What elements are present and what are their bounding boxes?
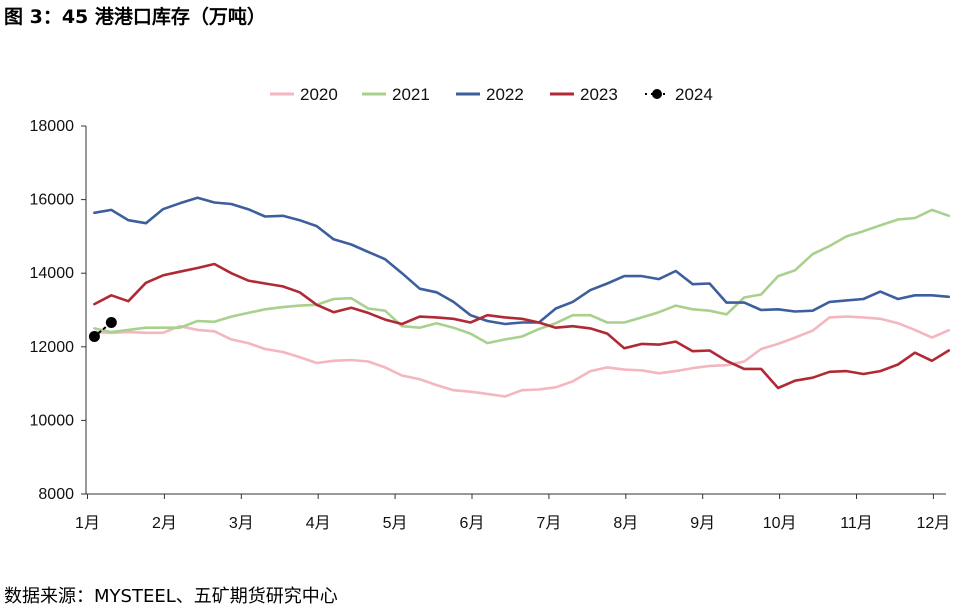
series-2022 xyxy=(93,196,951,326)
x-tick-label: 12月 xyxy=(916,515,950,532)
legend: 2020 2021 2022 2023 2024 xyxy=(270,85,713,104)
series-line-2023 xyxy=(93,262,951,390)
x-tick-label: 4月 xyxy=(306,515,331,532)
y-tick-label: 10000 xyxy=(30,412,75,429)
legend-item-2021: 2021 xyxy=(362,85,430,104)
source-note: 数据来源：MYSTEEL、五矿期货研究中心 xyxy=(4,586,338,607)
x-tick-label: 8月 xyxy=(613,515,638,532)
x-tick-label: 9月 xyxy=(690,515,715,532)
series-layer xyxy=(88,196,951,398)
legend-item-2023: 2023 xyxy=(550,85,618,104)
legend-label: 2022 xyxy=(486,85,524,104)
y-tick-label: 14000 xyxy=(30,265,75,282)
data-point-2024 xyxy=(88,330,100,342)
y-tick-label: 12000 xyxy=(30,339,75,356)
legend-label: 2021 xyxy=(392,85,430,104)
chart-title: 图 3：45 港港口库存（万吨） xyxy=(4,6,266,28)
y-tick-label: 16000 xyxy=(30,192,75,209)
x-tick-label: 1月 xyxy=(75,515,100,532)
x-tick-label: 7月 xyxy=(536,515,561,532)
legend-label: 2024 xyxy=(675,85,713,104)
x-tick-label: 5月 xyxy=(383,515,408,532)
axes: 8000 10000 12000 14000 16000 18000 1月 2月 3月 4月 5月 6… xyxy=(30,118,951,532)
legend-marker xyxy=(652,89,662,99)
legend-item-2020: 2020 xyxy=(270,85,338,104)
y-tick-label: 18000 xyxy=(30,118,75,135)
legend-item-2024: 2024 xyxy=(645,85,713,104)
series-2024 xyxy=(88,317,117,342)
series-2020 xyxy=(93,315,951,398)
data-point-2024 xyxy=(105,317,117,329)
x-tick-label: 10月 xyxy=(763,515,797,532)
x-tick-label: 2月 xyxy=(152,515,177,532)
series-2021 xyxy=(93,208,951,345)
series-line-2022 xyxy=(93,196,951,326)
x-tick-label: 11月 xyxy=(840,515,873,532)
x-tick-label: 3月 xyxy=(229,515,254,532)
series-2023 xyxy=(93,262,951,390)
x-tick-label: 6月 xyxy=(460,515,485,532)
y-tick-label: 8000 xyxy=(38,486,74,503)
series-line-2020 xyxy=(93,315,951,398)
series-line-2021 xyxy=(93,208,951,345)
legend-label: 2020 xyxy=(300,85,338,104)
legend-item-2022: 2022 xyxy=(456,85,524,104)
legend-label: 2023 xyxy=(580,85,618,104)
